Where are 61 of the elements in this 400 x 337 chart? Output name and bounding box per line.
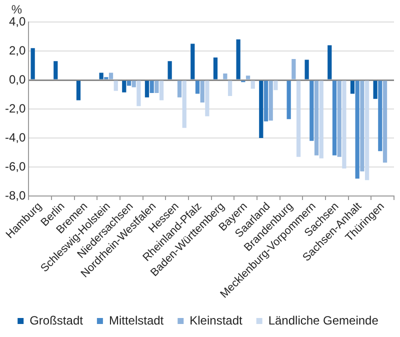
legend-label: Großstadt xyxy=(30,313,84,328)
y-tick-label: -8,0 xyxy=(4,188,26,202)
bar xyxy=(314,80,319,156)
bar xyxy=(54,61,58,80)
bar xyxy=(190,44,195,80)
bar xyxy=(223,73,228,80)
bar xyxy=(168,61,172,80)
bar xyxy=(350,80,355,94)
bar xyxy=(310,80,314,141)
bar xyxy=(296,80,301,157)
legend-label: Ländliche Gemeinde xyxy=(268,313,379,328)
bar xyxy=(342,80,346,168)
bar xyxy=(159,80,164,100)
bar xyxy=(122,80,126,92)
bar xyxy=(274,80,278,90)
bar xyxy=(30,48,35,80)
y-tick-label: -4,0 xyxy=(4,130,26,144)
bar xyxy=(332,80,337,156)
bar xyxy=(205,80,210,116)
bar xyxy=(337,80,342,157)
bar xyxy=(136,80,141,106)
bar xyxy=(259,80,264,138)
bar xyxy=(76,80,81,100)
bar xyxy=(126,80,132,86)
bar xyxy=(195,80,200,94)
bar xyxy=(378,80,382,152)
bar xyxy=(373,80,378,99)
bar xyxy=(108,72,114,80)
y-tick-label: 4,0 xyxy=(8,14,26,28)
bar xyxy=(132,80,136,88)
bar xyxy=(144,80,150,98)
y-tick-label: -2,0 xyxy=(4,101,26,116)
bar xyxy=(364,80,370,180)
bar xyxy=(114,80,118,91)
bar xyxy=(286,80,291,120)
legend-label: Mittelstadt xyxy=(108,313,164,328)
bar xyxy=(382,80,388,163)
bar xyxy=(154,80,159,94)
bar xyxy=(292,58,296,80)
bar xyxy=(236,39,240,80)
bar xyxy=(200,80,204,102)
bar xyxy=(264,80,268,122)
y-tick-label: -6,0 xyxy=(4,159,26,174)
bar xyxy=(177,80,182,98)
y-tick-label: 2,0 xyxy=(8,43,26,58)
bar xyxy=(250,80,255,89)
bar xyxy=(150,80,154,94)
bar xyxy=(304,60,309,80)
bar xyxy=(319,80,324,158)
bar xyxy=(360,80,364,172)
bar xyxy=(228,80,232,96)
bar xyxy=(246,76,250,80)
bar xyxy=(328,45,332,80)
bar xyxy=(99,72,104,80)
bar xyxy=(213,58,218,80)
bar xyxy=(182,80,186,128)
legend-label: Kleinstadt xyxy=(190,313,243,328)
y-axis-title: % xyxy=(11,2,22,16)
y-tick-label: 0,0 xyxy=(8,72,26,86)
bar xyxy=(355,80,360,179)
bar xyxy=(268,80,273,121)
